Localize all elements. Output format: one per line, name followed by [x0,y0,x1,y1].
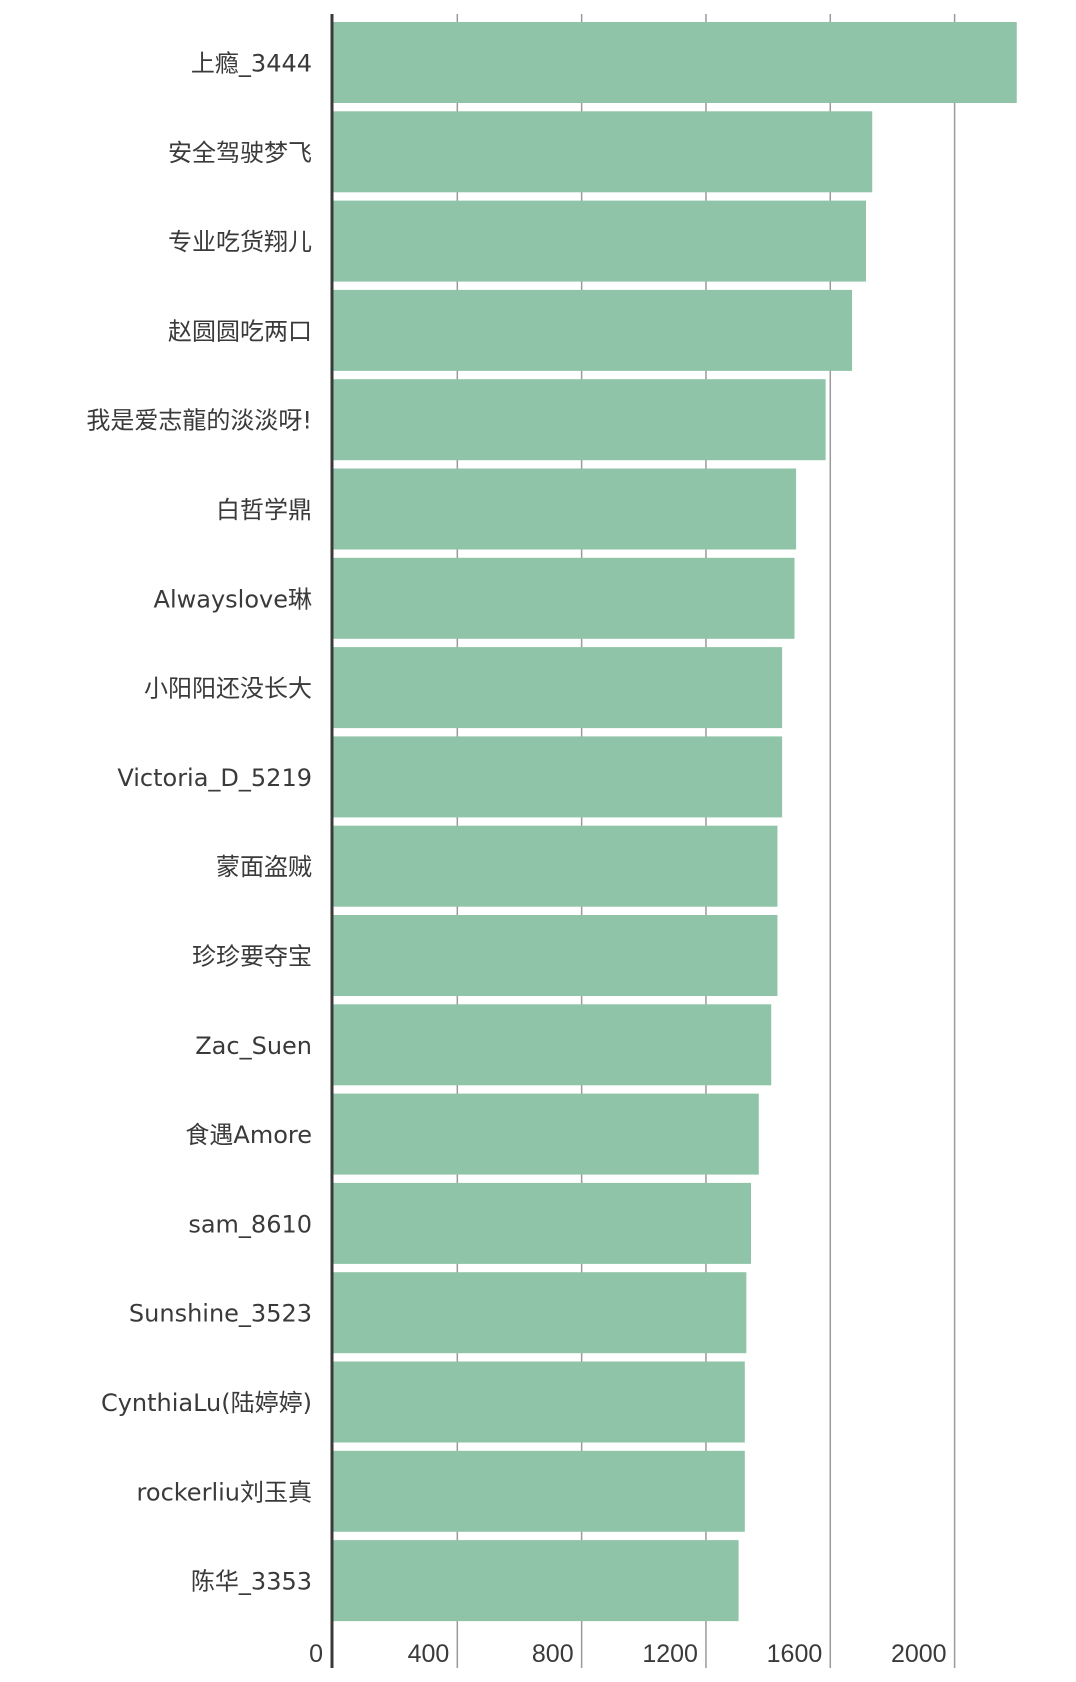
category-label-4: 赵圆圆吃两口 [168,317,312,345]
x-tick-labels: 0 400 800 1200 1600 2000 [309,1640,947,1668]
x-tick-label-2000: 2000 [891,1640,947,1668]
category-label-9: Victoria_D_5219 [117,764,312,792]
bar-1 [333,22,1017,103]
bar-10 [333,825,778,907]
x-tick-label-1200: 1200 [642,1640,698,1668]
bar-3 [333,200,867,282]
bar-12 [333,1004,772,1086]
category-label-13: 食遇Amore [185,1121,312,1149]
category-label-15: Sunshine_3523 [129,1300,312,1328]
bar-14 [333,1182,752,1264]
bars [333,22,1017,1622]
category-label-18: 陈华_3353 [191,1568,312,1596]
bar-18 [333,1540,739,1622]
category-label-6: 白哲学鼎 [216,496,312,524]
category-label-17: rockerliu刘玉真 [137,1478,312,1506]
category-label-11: 珍珍要夺宝 [192,943,312,971]
category-label-1: 上瘾_3444 [191,50,312,78]
x-tick-label-400: 400 [408,1640,450,1668]
category-label-8: 小阳阳还没长大 [144,675,312,703]
x-tick-label-1600: 1600 [767,1640,823,1668]
category-label-2: 安全驾驶梦飞 [168,139,312,167]
x-tick-label-800: 800 [532,1640,574,1668]
bar-11 [333,915,778,996]
bar-5 [333,379,826,461]
bar-6 [333,468,797,550]
category-label-16: CynthiaLu(陆婷婷) [101,1389,312,1417]
category-label-5: 我是爱志龍的淡淡呀! [86,407,312,435]
bar-9 [333,736,783,818]
category-label-14: sam_8610 [188,1210,312,1238]
category-label-12: Zac_Suen [195,1032,312,1060]
category-label-3: 专业吃货翔儿 [168,228,312,256]
bar-4 [333,289,853,371]
category-label-10: 蒙面盗贼 [216,853,312,881]
bar-17 [333,1450,745,1532]
bar-8 [333,647,783,729]
bar-2 [333,111,873,193]
bar-13 [333,1093,759,1175]
category-label-7: Alwayslove琳 [154,585,312,613]
x-tick-label-0: 0 [309,1640,323,1668]
bar-16 [333,1361,745,1443]
bar-7 [333,557,795,639]
bar-15 [333,1272,747,1354]
